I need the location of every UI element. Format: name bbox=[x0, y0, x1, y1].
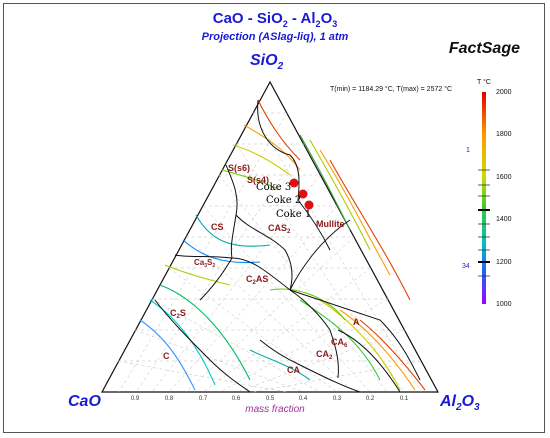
figure-frame bbox=[3, 3, 545, 433]
coke-3-label: Coke 3 bbox=[256, 182, 291, 193]
ternary-grid bbox=[117, 112, 422, 393]
temperature-range: T(min) = 1184.29 °C, T(max) = 2572 °C bbox=[330, 86, 453, 93]
temperature-colorbar bbox=[478, 92, 490, 304]
label-ca2as: C2AS bbox=[246, 274, 268, 286]
label-ca3s2: Ca3S2 bbox=[194, 258, 215, 269]
bottom-axis-ticks: 0.9 0.8 0.7 0.6 0.5 0.4 0.3 0.2 0.1 bbox=[131, 396, 409, 402]
label-s-s6: S(s6) bbox=[228, 163, 250, 173]
bottom-tick: 0.2 bbox=[366, 396, 375, 402]
colorbar-tick-1000: 1000 bbox=[496, 301, 512, 308]
colorbar-tick-1800: 1800 bbox=[496, 131, 512, 138]
bottom-tick: 0.8 bbox=[165, 396, 174, 402]
apex-label-cao: CaO bbox=[68, 393, 101, 410]
colorbar-tick-2000: 2000 bbox=[496, 89, 512, 96]
apex-label-sio2: SiO2 bbox=[250, 52, 284, 73]
label-cas2: CAS2 bbox=[268, 223, 291, 235]
bottom-tick: 0.3 bbox=[333, 396, 342, 402]
coke-1-label: Coke 1 bbox=[276, 209, 311, 220]
coke-2-marker bbox=[298, 189, 308, 199]
label-cs: CS bbox=[211, 222, 224, 232]
label-c2s: C2S bbox=[170, 308, 186, 320]
label-ca6: CA6 bbox=[331, 337, 348, 349]
label-ca2: CA2 bbox=[316, 349, 333, 361]
coke-3-marker bbox=[289, 178, 299, 188]
diagram-subtitle: Projection (ASlag-liq), 1 atm bbox=[201, 31, 349, 43]
colorbar-tick-labels: 2000 1800 1600 1400 1200 1000 bbox=[496, 89, 512, 308]
diagram-title: CaO - SiO2 - Al2O3 bbox=[212, 10, 338, 29]
label-mullite: Mullite bbox=[316, 219, 345, 229]
bottom-tick: 0.4 bbox=[299, 396, 308, 402]
label-ca: CA bbox=[287, 365, 300, 375]
label-s-s4: S(s4) bbox=[247, 175, 269, 185]
phase-boundaries bbox=[154, 99, 421, 393]
colorbar-tick-1200: 1200 bbox=[496, 259, 512, 266]
colorbar-tick-1600: 1600 bbox=[496, 174, 512, 181]
colorbar-mark-1: 1 bbox=[466, 147, 470, 154]
colorbar-title: T °C bbox=[477, 78, 491, 86]
axis-label-mass-fraction: mass fraction bbox=[245, 404, 305, 415]
bottom-tick: 0.7 bbox=[199, 396, 208, 402]
label-a: A bbox=[353, 317, 360, 327]
label-c: C bbox=[163, 351, 170, 361]
coke-labels: Coke 3 Coke 2 Coke 1 bbox=[256, 182, 311, 220]
bottom-tick: 0.5 bbox=[266, 396, 275, 402]
bottom-tick: 0.9 bbox=[131, 396, 140, 402]
coke-points bbox=[289, 178, 314, 210]
apex-label-al2o3: Al2O3 bbox=[440, 393, 480, 414]
coke-1-marker bbox=[304, 200, 314, 210]
colorbar-tick-1400: 1400 bbox=[496, 216, 512, 223]
colorbar-mark-34: 34 bbox=[462, 263, 470, 270]
phase-field-labels: S(s6) S(s4) CS CAS2 Mullite Ca3S2 C2AS C… bbox=[163, 163, 360, 375]
coke-2-label: Coke 2 bbox=[266, 195, 301, 206]
bottom-tick: 0.6 bbox=[232, 396, 241, 402]
isotherm-lines bbox=[139, 99, 426, 391]
factsage-logo: FactSage bbox=[448, 40, 520, 57]
bottom-tick: 0.1 bbox=[400, 396, 409, 402]
